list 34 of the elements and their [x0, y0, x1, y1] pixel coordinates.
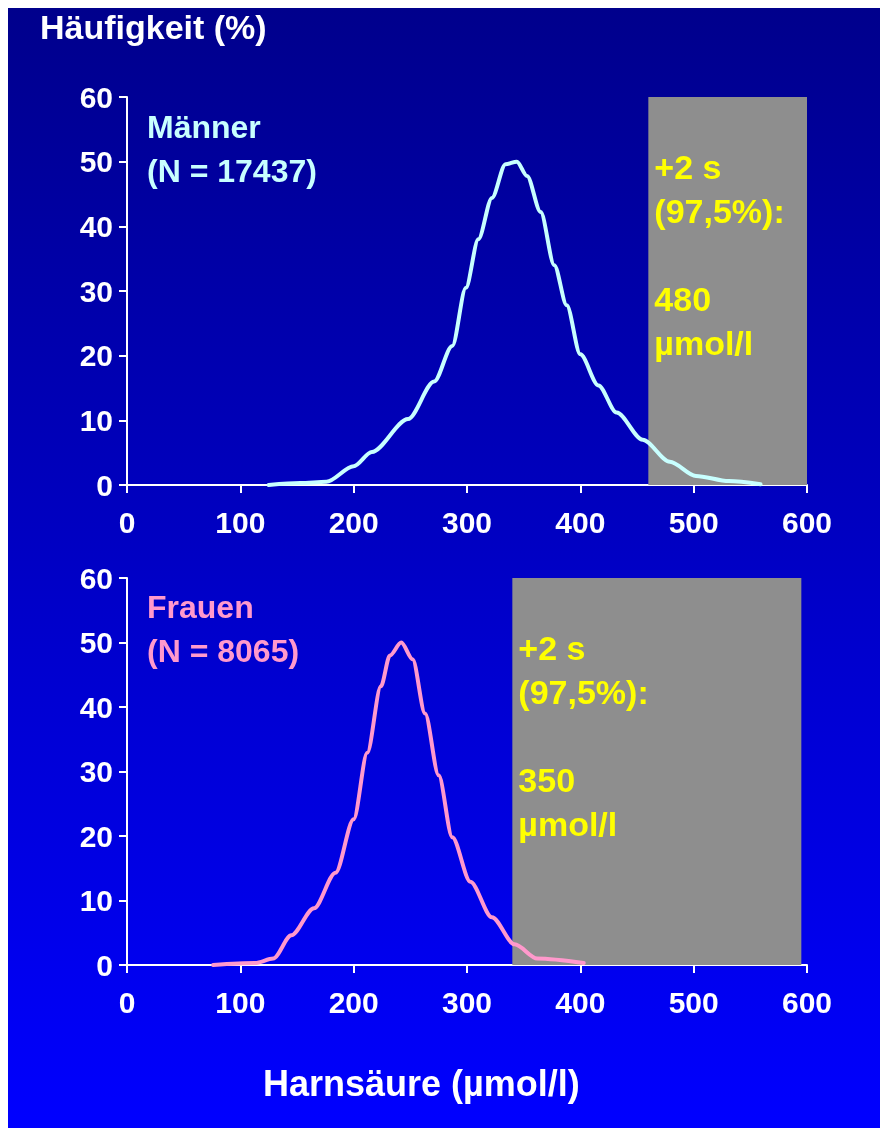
y-tick-label: 30: [79, 274, 113, 308]
y-tick-label: 0: [96, 948, 113, 982]
y-tick-label: 50: [79, 145, 113, 179]
x-tick-label: 500: [668, 505, 719, 539]
y-tick-label: 30: [79, 755, 113, 788]
x-tick-label: 600: [781, 985, 833, 1019]
x-tick-label: 300: [441, 985, 493, 1019]
x-tick-label: 400: [555, 505, 606, 539]
y-tick-label: 40: [79, 690, 113, 724]
y-tick-label: 60: [79, 561, 113, 595]
x-tick-label: 300: [441, 505, 493, 539]
x-tick-label: 100: [215, 505, 266, 539]
x-tick-label: 0: [118, 985, 136, 1019]
x-tick-label: 100: [215, 985, 266, 1019]
x-tick-label: 500: [668, 985, 719, 1019]
y-tick-label: 0: [96, 468, 113, 502]
y-tick-label: 20: [79, 339, 113, 373]
y-tick-label: 20: [79, 819, 113, 853]
x-tick-label: 400: [555, 985, 606, 1019]
x-axis-title: Harnsäure (µmol/l): [263, 1062, 580, 1104]
text: +2 s (97,5%): 480 µmol/l: [654, 148, 785, 362]
y-axis-title: Häufigkeit (%): [40, 8, 267, 46]
y-tick-label: 10: [79, 884, 113, 917]
y-tick-label: 60: [79, 80, 113, 114]
text: Männer (N = 17437): [147, 109, 317, 189]
text: +2 s (97,5%): 350 µmol/l: [518, 629, 649, 843]
x-tick-label: 0: [118, 505, 136, 539]
text: Frauen (N = 8065): [147, 589, 300, 669]
y-tick-label: 50: [79, 626, 113, 659]
y-tick-label: 40: [79, 209, 113, 243]
x-tick-label: 600: [781, 505, 833, 539]
y-tick-label: 10: [79, 403, 113, 437]
x-tick-label: 200: [328, 985, 379, 1019]
x-tick-label: 200: [328, 505, 379, 539]
